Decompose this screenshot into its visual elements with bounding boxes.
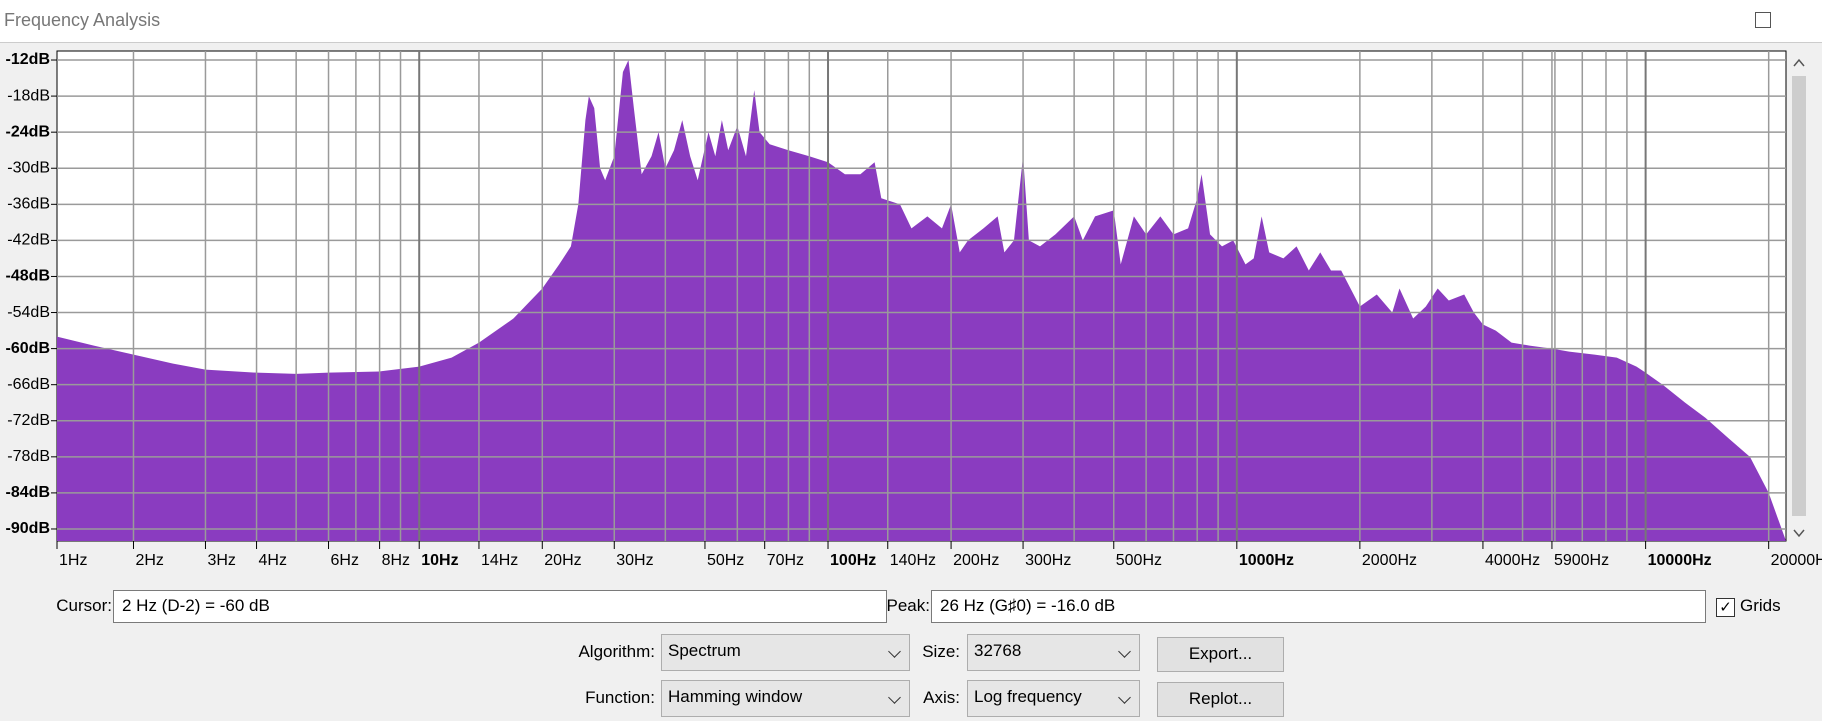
x-tick-label: 70Hz [767,552,804,569]
x-tick-label: 20000Hz [1771,552,1822,569]
x-tick-label: 200Hz [953,552,999,569]
function-label: Function: [585,688,655,707]
y-tick-label: -18dB [7,87,50,104]
x-tick-label: 50Hz [707,552,744,569]
x-tick-label: 30Hz [616,552,653,569]
peak-field: 26 Hz (G♯0) = -16.0 dB [931,590,1706,623]
x-tick-label: 1Hz [59,552,87,569]
x-tick-label: 140Hz [890,552,936,569]
x-tick-label: 500Hz [1116,552,1162,569]
y-tick-label: -78dB [7,448,50,465]
x-tick-label: 14Hz [481,552,518,569]
spectrum-chart: 1Hz 2Hz 3Hz 4Hz 6Hz 8Hz 10Hz 14Hz 20Hz 30Hz 50Hz 70… [6,47,1822,569]
scroll-down[interactable] [1793,529,1805,538]
y-tick-label: -72dB [7,412,50,429]
size-dropdown[interactable]: 32768 [967,634,1140,671]
function-dropdown[interactable]: Hamming window [661,680,910,717]
x-tick-label: 10000Hz [1648,552,1712,569]
x-tick-label: 2000Hz [1362,552,1417,569]
x-tick-label: 5900Hz [1554,552,1609,569]
x-tick-label: 2Hz [135,552,163,569]
cursor-label: Cursor: [56,596,112,615]
axis-label: Axis: [923,688,960,707]
replot-button[interactable]: Replot... [1157,682,1284,717]
y-tick-label: -84dB [6,484,50,501]
y-tick-label: -24dB [6,123,50,140]
grids-checkbox[interactable]: ✓ [1716,598,1735,617]
axis-dropdown[interactable]: Log frequency [967,680,1140,717]
scrollbar-thumb[interactable] [1792,76,1806,516]
y-tick-label: -30dB [7,159,50,176]
title-bar: Frequency Analysis [0,0,1822,43]
maximize-button[interactable] [1755,12,1771,28]
y-tick-label: -42dB [7,232,50,249]
y-tick-label: -66dB [7,376,50,393]
x-tick-label: 4Hz [259,552,287,569]
x-tick-label: 20Hz [544,552,581,569]
y-tick-label: -48dB [6,268,50,285]
size-label: Size: [922,642,960,661]
x-tick-label: 300Hz [1025,552,1071,569]
scroll-up[interactable] [1793,58,1805,67]
window-title: Frequency Analysis [4,10,161,30]
algorithm-label: Algorithm: [578,642,655,661]
y-tick-label: -60dB [6,340,50,357]
x-tick-label: 4000Hz [1485,552,1540,569]
x-tick-label: 8Hz [382,552,410,569]
y-tick-label: -36dB [7,196,50,213]
grids-label[interactable]: Grids [1740,596,1781,615]
x-tick-label: 100Hz [830,552,876,569]
export-button[interactable]: Export... [1157,637,1284,672]
x-tick-label: 3Hz [207,552,235,569]
y-tick-label: -12dB [6,51,50,68]
x-tick-label: 10Hz [421,552,458,569]
y-tick-label: -54dB [7,304,50,321]
y-tick-label: -90dB [6,520,50,537]
algorithm-dropdown[interactable]: Spectrum [661,634,910,671]
x-tick-label: 1000Hz [1239,552,1294,569]
x-tick-label: 6Hz [331,552,359,569]
cursor-field: 2 Hz (D-2) = -60 dB [113,590,887,623]
peak-label: Peak: [886,596,930,615]
